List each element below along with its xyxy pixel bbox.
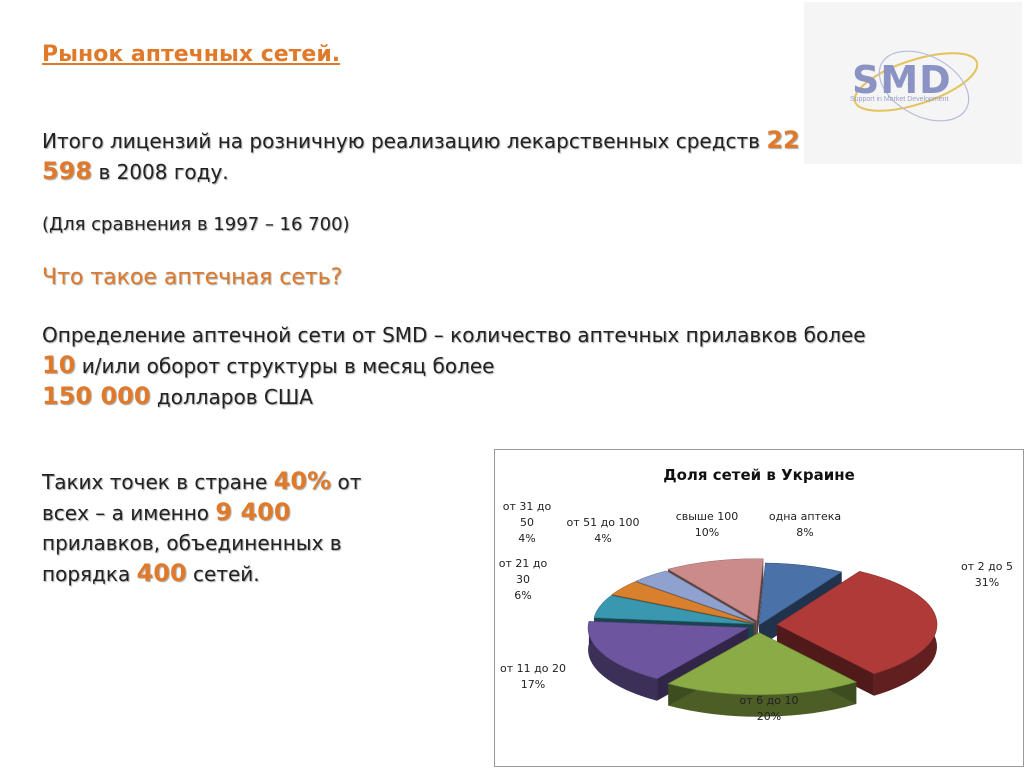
- pie-slice-wall: [776, 624, 874, 696]
- pie-label-line: 20%: [757, 710, 781, 723]
- pie-label-line: 4%: [594, 532, 611, 545]
- pie-slice-3: [667, 632, 858, 717]
- points-paragraph: Таких точек в стране 40% от всех – а име…: [42, 466, 412, 589]
- pie-label-line: 31%: [975, 576, 999, 589]
- definition-text-1: Определение аптечной сети от SMD – колич…: [42, 323, 866, 347]
- pie-label-line: 8%: [796, 526, 813, 539]
- pie-chart-svg: Доля сетей в Украине одна аптека 8% от 2 д…: [499, 466, 1013, 723]
- licenses-value-a: 22: [766, 126, 800, 154]
- licenses-value-b: 598: [42, 157, 93, 185]
- pie-slice-top: [593, 595, 754, 625]
- pie-label-line: от 31 до: [503, 500, 552, 513]
- points-value-nets: 400: [136, 559, 187, 587]
- pie-chart: Доля сетей в Украине одна аптека 8% от 2 д…: [494, 449, 1024, 767]
- pie-label-line: от 21 до: [499, 557, 548, 570]
- pie-label-4: от 11 до 20 17%: [500, 662, 566, 691]
- pie-slice-2: [776, 571, 938, 696]
- points-text-4: сетей.: [186, 562, 260, 586]
- logo-swoosh-icon: [853, 50, 979, 122]
- pie-slice-wall: [756, 558, 764, 643]
- pie-label-5: от 21 до 30 6%: [499, 557, 548, 602]
- pie-label-line: 17%: [521, 678, 545, 691]
- licenses-text-after: в 2008 году.: [92, 160, 229, 184]
- pie-label-line: 30: [516, 573, 530, 586]
- pie-slice-top: [758, 562, 843, 626]
- pie-label-line: от 51 до 100: [567, 516, 640, 529]
- pie-label-line: 6%: [514, 589, 531, 602]
- pie-label-line: от 6 до 10: [740, 694, 799, 707]
- pie-slice-top: [587, 621, 750, 680]
- definition-text-3: долларов США: [150, 385, 313, 409]
- pie-label-line: от 2 до 5: [961, 560, 1013, 573]
- pie-slice-side: [588, 621, 658, 701]
- pie-slice-top: [611, 581, 755, 624]
- definition-text-2: и/или оборот структуры в месяц более: [75, 354, 495, 378]
- pie-slice-top: [776, 571, 938, 675]
- pie-label-6: от 31 до 50 4%: [503, 500, 552, 545]
- logo-tagline: Support in Market Development: [850, 96, 949, 103]
- definition-paragraph: Определение аптечной сети от SMD – колич…: [42, 320, 902, 412]
- definition-value-turnover: 150 000: [42, 382, 151, 410]
- logo-text: SMD: [852, 58, 952, 102]
- pie-label-8: свыше 100 10%: [676, 510, 739, 539]
- pie-label-line: 4%: [518, 532, 535, 545]
- pie-label-line: 10%: [695, 526, 719, 539]
- pie-label-3: от 6 до 10 20%: [740, 694, 799, 723]
- points-value-count: 9 400: [215, 498, 291, 526]
- licenses-paragraph: Итого лицензий на розничную реализацию л…: [42, 125, 912, 187]
- pie-label-line: от 11 до 20: [500, 662, 566, 675]
- pie-slice-top: [667, 558, 764, 622]
- points-text-3: прилавков, объединенных в порядка: [42, 531, 342, 586]
- pie-label-2: от 2 до 5 31%: [961, 560, 1013, 589]
- page-title: Рынок аптечных сетей.: [42, 42, 341, 67]
- pie-slice-side: [668, 682, 857, 717]
- pie-label-1: одна аптека 8%: [769, 510, 841, 539]
- points-text-1: Таких точек в стране: [42, 470, 274, 494]
- pie-slice-top: [667, 632, 858, 695]
- definition-value-count: 10: [42, 351, 76, 379]
- pie-label-line: 50: [520, 516, 534, 529]
- pie-slice-top: [635, 570, 756, 623]
- pie-label-7: от 51 до 100 4%: [567, 516, 640, 545]
- pie-label-line: одна аптека: [769, 510, 841, 523]
- points-text-2: от всех – а именно: [42, 470, 362, 525]
- chart-title: Доля сетей в Украине: [663, 466, 855, 484]
- question-heading: Что такое аптечная сеть?: [42, 265, 343, 290]
- points-value-pct: 40%: [273, 467, 332, 495]
- pie-label-line: свыше 100: [676, 510, 739, 523]
- comparison-text: (Для сравнения в 1997 – 16 700): [42, 214, 350, 235]
- smd-logo: SMD Support in Market Development: [804, 2, 1022, 164]
- licenses-text-before: Итого лицензий на розничную реализацию л…: [42, 129, 767, 153]
